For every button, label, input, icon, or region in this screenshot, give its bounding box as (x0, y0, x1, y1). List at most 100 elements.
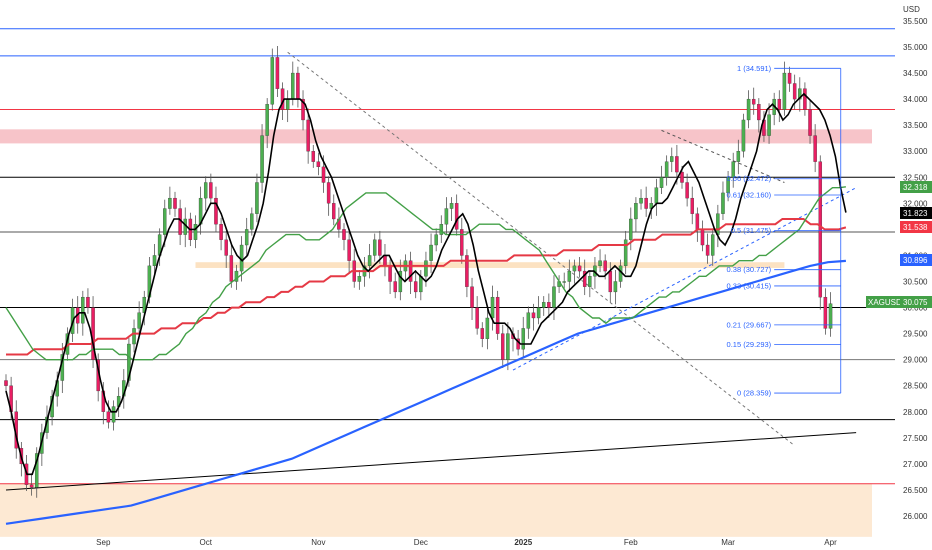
candle[interactable] (685, 182, 689, 199)
candle[interactable] (163, 208, 167, 235)
candle[interactable] (803, 88, 807, 110)
candle[interactable] (608, 270, 613, 293)
candle[interactable] (475, 307, 479, 329)
candle[interactable] (357, 276, 362, 282)
candle[interactable] (828, 303, 833, 329)
candle[interactable] (818, 161, 823, 298)
candle[interactable] (654, 187, 659, 204)
candle[interactable] (465, 255, 469, 287)
candle[interactable] (598, 260, 602, 267)
candle[interactable] (664, 161, 669, 178)
candle[interactable] (393, 281, 397, 293)
candle[interactable] (244, 229, 249, 246)
candle[interactable] (603, 260, 607, 272)
candle[interactable] (301, 98, 305, 121)
candle[interactable] (203, 182, 208, 199)
candle[interactable] (388, 265, 392, 282)
candle[interactable] (398, 270, 403, 293)
candle[interactable] (311, 151, 316, 162)
candle[interactable] (168, 197, 172, 209)
candle[interactable] (731, 161, 735, 178)
candle[interactable] (695, 213, 700, 230)
candle[interactable] (823, 296, 828, 329)
candle[interactable] (429, 244, 433, 261)
candle[interactable] (562, 281, 566, 283)
candle[interactable] (234, 270, 239, 282)
candle[interactable] (634, 203, 638, 220)
candle[interactable] (173, 197, 177, 209)
candle[interactable] (383, 255, 387, 267)
candle[interactable] (275, 57, 280, 89)
candle[interactable] (552, 286, 556, 308)
candle[interactable] (29, 484, 34, 488)
candle[interactable] (629, 218, 633, 240)
candle[interactable] (250, 213, 254, 230)
candle[interactable] (705, 244, 710, 256)
candle[interactable] (106, 411, 111, 423)
candle[interactable] (265, 104, 269, 136)
candle[interactable] (572, 265, 577, 272)
candle[interactable] (449, 203, 454, 209)
candle[interactable] (127, 343, 131, 381)
candle[interactable] (480, 328, 485, 339)
candle[interactable] (460, 229, 464, 256)
candle[interactable] (700, 229, 705, 246)
candle[interactable] (798, 88, 802, 100)
candle[interactable] (321, 166, 326, 183)
candle[interactable] (111, 406, 116, 423)
candle[interactable] (444, 208, 449, 225)
candle[interactable] (792, 83, 797, 100)
candle[interactable] (229, 255, 234, 282)
candle[interactable] (326, 182, 331, 204)
candle[interactable] (639, 197, 643, 204)
candle[interactable] (372, 239, 377, 256)
candle[interactable] (526, 312, 531, 329)
candle[interactable] (137, 312, 141, 329)
candle[interactable] (710, 234, 715, 256)
candle[interactable] (347, 239, 351, 261)
candle[interactable] (296, 72, 300, 100)
candle[interactable] (152, 255, 157, 267)
candle[interactable] (577, 265, 582, 272)
candle[interactable] (536, 307, 541, 319)
candle[interactable] (567, 270, 572, 282)
candle[interactable] (367, 255, 372, 267)
candle[interactable] (751, 98, 756, 105)
candle[interactable] (270, 57, 275, 105)
candle[interactable] (260, 135, 264, 183)
candle[interactable] (332, 203, 336, 220)
candle[interactable] (454, 203, 459, 230)
candles-layer[interactable] (4, 45, 833, 498)
candle[interactable] (582, 270, 587, 287)
candle[interactable] (644, 197, 648, 209)
candle[interactable] (541, 302, 546, 308)
candle[interactable] (224, 239, 228, 256)
candle[interactable] (506, 333, 510, 360)
candle[interactable] (378, 239, 382, 256)
candle[interactable] (588, 276, 592, 287)
candle[interactable] (291, 72, 295, 100)
candle[interactable] (193, 224, 198, 240)
candle[interactable] (675, 156, 679, 173)
candle[interactable] (408, 260, 413, 282)
candle[interactable] (86, 296, 90, 308)
candle[interactable] (808, 109, 812, 136)
x-axis[interactable]: Sep Oct Nov Dec 2025 Feb Mar Apr (96, 538, 837, 547)
candle[interactable] (132, 328, 136, 345)
candle[interactable] (767, 114, 771, 136)
y-axis[interactable]: 35.500 35.000 34.500 34.000 33.500 33.000 32.5… (903, 17, 928, 521)
candle[interactable] (413, 281, 418, 293)
candle[interactable] (34, 453, 39, 488)
candle[interactable] (613, 281, 618, 293)
candle[interactable] (547, 302, 551, 308)
candle[interactable] (741, 119, 746, 152)
candle[interactable] (490, 296, 495, 319)
candle[interactable] (81, 296, 85, 324)
candle[interactable] (777, 98, 782, 110)
candle[interactable] (485, 317, 490, 339)
candle[interactable] (521, 328, 525, 350)
candle[interactable] (470, 286, 474, 308)
candle[interactable] (495, 296, 500, 334)
candle[interactable] (316, 161, 321, 168)
